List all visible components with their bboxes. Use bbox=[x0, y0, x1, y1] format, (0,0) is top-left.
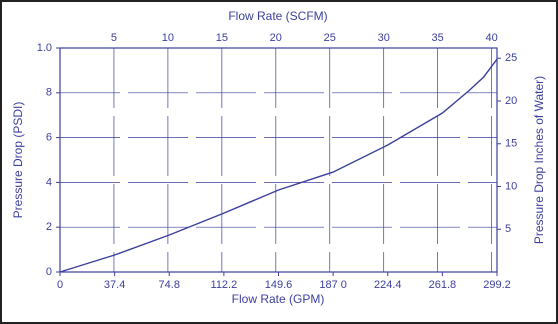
y-tick-label: 6 bbox=[46, 132, 52, 144]
x-tick-label: 224.4 bbox=[374, 279, 402, 291]
data-line bbox=[59, 58, 498, 273]
y-tick-label: 4 bbox=[46, 176, 52, 188]
y-tick-label: 1.0 bbox=[37, 42, 52, 54]
y-axis-label: Pressure Drop (PSDI) bbox=[11, 102, 25, 219]
x2-tick-label: 20 bbox=[270, 32, 282, 44]
x2-tick-label: 10 bbox=[162, 32, 174, 44]
y2-tick-label: 20 bbox=[505, 95, 517, 107]
y2-tick-label: 5 bbox=[505, 223, 511, 235]
y2-tick-label: 10 bbox=[505, 180, 517, 192]
x-tick-label: 112.2 bbox=[211, 279, 238, 291]
x2-axis-label: Flow Rate (SCFM) bbox=[228, 9, 327, 23]
x2-tick-label: 40 bbox=[485, 32, 497, 44]
y-tick-label: 2 bbox=[46, 221, 52, 233]
y-tick-label: 8 bbox=[46, 87, 52, 99]
y2-axis-label: Pressure Drop Inches of Water) bbox=[532, 76, 546, 244]
y2-tick-label: 15 bbox=[505, 138, 517, 150]
x2-tick-label: 5 bbox=[111, 32, 117, 44]
x-axis-label: Flow Rate (GPM) bbox=[232, 292, 325, 306]
x-tick-label: 37.4 bbox=[104, 279, 125, 291]
y2-tick-label: 25 bbox=[505, 52, 517, 64]
x-tick-label: 0 bbox=[57, 279, 63, 291]
x2-tick-label: 35 bbox=[432, 32, 444, 44]
x2-tick-label: 30 bbox=[378, 32, 390, 44]
y-tick-label: 0 bbox=[46, 266, 52, 278]
x2-tick-label: 25 bbox=[324, 32, 336, 44]
x-tick-label: 261.8 bbox=[429, 279, 457, 291]
x-tick-label: 187 0 bbox=[319, 279, 347, 291]
x2-tick-label: 15 bbox=[216, 32, 228, 44]
x-tick-label: 74.8 bbox=[159, 279, 180, 291]
x-tick-label: 149.6 bbox=[265, 279, 293, 291]
x-tick-label: 299.2 bbox=[483, 279, 511, 291]
